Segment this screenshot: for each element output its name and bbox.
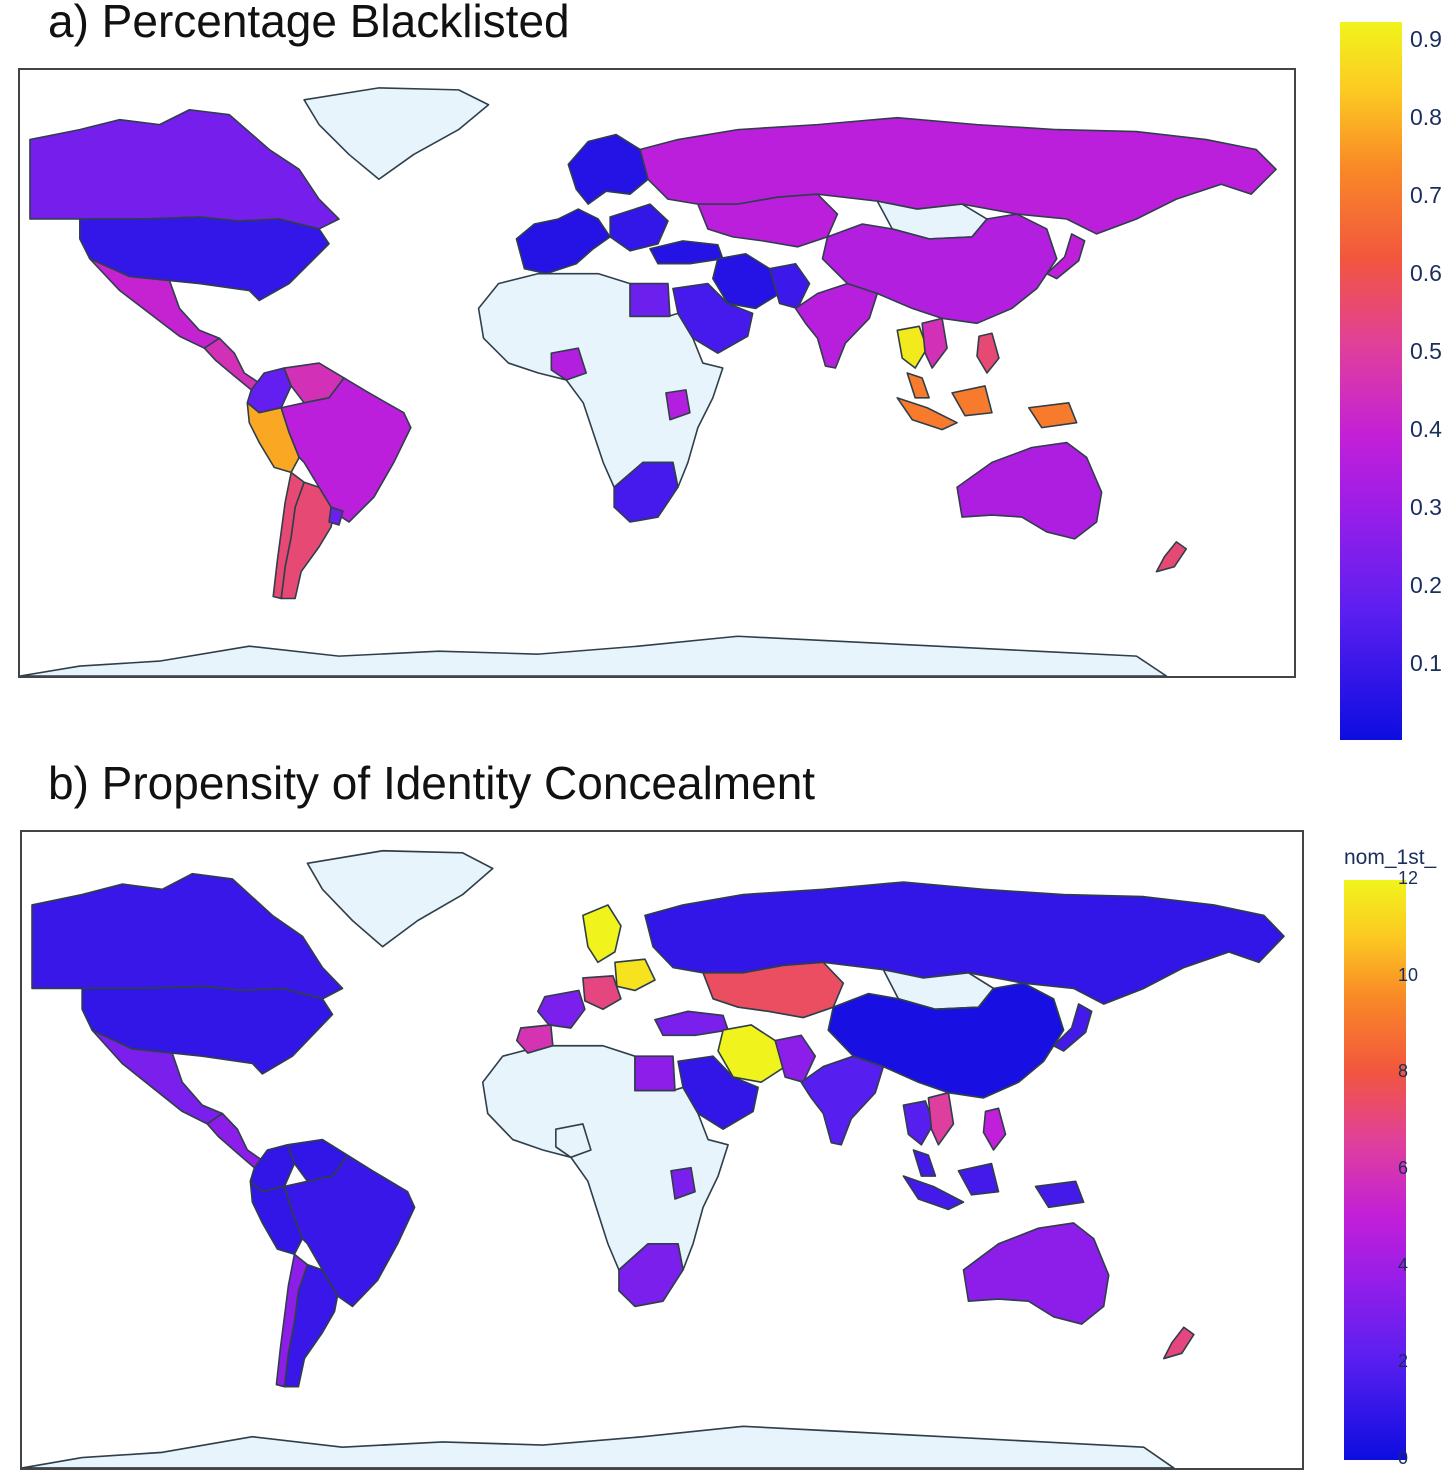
cbar-a-tick-1: 0.2 [1410, 571, 1442, 598]
map-a-country-philippines[interactable] [976, 332, 1000, 374]
colorbar-b-title: nom_1st_ [1344, 846, 1437, 869]
world-map-a [20, 87, 1277, 676]
map-a-country-iran[interactable] [712, 252, 781, 310]
cbar-a-tick-6: 0.7 [1410, 181, 1442, 208]
map-a-country-turkey[interactable] [649, 240, 724, 265]
map-b-country-peru[interactable] [249, 1180, 304, 1256]
map-a-country-uruguay[interactable] [328, 506, 344, 526]
map-a-country-thailand[interactable] [896, 325, 928, 369]
map-a-country-chile[interactable] [272, 471, 305, 600]
map-a-country-central-america[interactable] [203, 337, 261, 391]
map-b-country-india[interactable] [800, 1055, 885, 1146]
map-a-country-malaysia[interactable] [906, 372, 930, 399]
map-b-country-kenya[interactable] [670, 1166, 696, 1200]
cbar-b-tick-4: 8 [1398, 1061, 1409, 1082]
map-b-country-indonesia[interactable] [902, 1162, 1085, 1211]
map-b-country-malaysia[interactable] [912, 1149, 937, 1177]
map-a-country-japan[interactable] [1045, 233, 1086, 280]
map-b-country-turkey[interactable] [654, 1010, 729, 1037]
map-panel-a[interactable] [18, 68, 1296, 678]
map-a-country-eastern-europe[interactable] [609, 203, 669, 252]
cbar-a-tick-2: 0.3 [1410, 493, 1442, 520]
map-b-country-iran[interactable] [717, 1024, 786, 1084]
map-b-country-new-zealand[interactable] [1162, 1326, 1195, 1360]
map-a-country-nigeria[interactable] [550, 347, 588, 381]
cbar-b-tick-3: 6 [1398, 1158, 1409, 1178]
cbar-a-tick-5: 0.6 [1410, 259, 1442, 286]
map-a-region-antarctica [20, 635, 1168, 676]
map-b-country-japan[interactable] [1052, 1003, 1093, 1052]
map-b-country-spain[interactable] [515, 1024, 554, 1054]
map-b-country-colombia[interactable] [249, 1143, 296, 1193]
map-b-country-poland[interactable] [614, 958, 656, 992]
map-b-country-thailand[interactable] [902, 1100, 935, 1146]
cbar-b-tick-2: 4 [1398, 1254, 1409, 1275]
map-a-country-new-zealand[interactable] [1155, 541, 1188, 573]
map-a-country-brazil[interactable] [280, 377, 412, 523]
map-b-country-chile[interactable] [275, 1253, 309, 1388]
panel-a-title: a) Percentage Blacklisted [48, 0, 570, 47]
map-a-country-peru[interactable] [246, 402, 300, 474]
map-b-country-brazil[interactable] [283, 1154, 416, 1308]
map-b-country-nigeria[interactable] [555, 1123, 592, 1159]
world-map-b [22, 849, 1285, 1468]
map-b-country-central-america[interactable] [206, 1112, 264, 1169]
cbar-a-tick-8: 0.9 [1410, 25, 1442, 52]
map-b-country-vietnam[interactable] [927, 1091, 955, 1146]
map-a-country-canada[interactable] [29, 108, 340, 230]
map-b-country-france[interactable] [537, 989, 586, 1029]
map-a-country-pakistan[interactable] [768, 262, 811, 310]
colorbar-a-gradient [1340, 22, 1402, 740]
map-b-country-australia[interactable] [962, 1222, 1110, 1325]
panel-b-title: b) Propensity of Identity Concealment [48, 757, 816, 809]
map-a-country-south-africa[interactable] [613, 461, 679, 523]
map-a-country-australia[interactable] [956, 441, 1103, 540]
cbar-b-tick-1: 2 [1398, 1351, 1409, 1372]
map-b-country-greenland[interactable] [306, 849, 494, 948]
map-a-country-greenland[interactable] [303, 87, 490, 181]
colorbar-b-gradient [1344, 880, 1406, 1460]
map-b-country-germany[interactable] [582, 975, 622, 1011]
map-a-country-scandinavia[interactable] [567, 133, 649, 205]
cbar-b-tick-0: 0 [1398, 1448, 1409, 1468]
map-b-country-philippines[interactable] [982, 1107, 1007, 1151]
cbar-a-tick-7: 0.8 [1410, 103, 1442, 130]
map-b-country-sweden[interactable] [582, 904, 622, 964]
cbar-b-tick-6: 12 [1398, 868, 1419, 888]
cbar-a-tick-3: 0.4 [1410, 415, 1442, 442]
map-a-country-india[interactable] [794, 282, 879, 369]
map-a-country-kenya[interactable] [665, 389, 691, 421]
map-b-country-saudi-arabia[interactable] [677, 1055, 759, 1130]
map-b-country-egypt[interactable] [634, 1055, 676, 1092]
cbar-b-tick-5: 10 [1398, 964, 1419, 985]
cbar-a-tick-0: 0.1 [1410, 649, 1442, 676]
map-a-country-western-europe[interactable] [515, 208, 611, 275]
map-a-country-egypt[interactable] [629, 282, 671, 318]
map-a-country-indonesia[interactable] [896, 385, 1078, 431]
map-a-country-saudi-arabia[interactable] [672, 282, 754, 354]
cbar-a-tick-4: 0.5 [1410, 337, 1442, 364]
map-b-country-south-africa[interactable] [618, 1243, 684, 1308]
map-panel-b[interactable] [20, 830, 1304, 1470]
map-b-country-canada[interactable] [31, 872, 344, 1000]
map-b-region-antarctica [22, 1425, 1175, 1468]
map-a-country-vietnam[interactable] [921, 317, 948, 369]
map-b-country-pakistan[interactable] [774, 1034, 817, 1084]
map-a-country-colombia[interactable] [246, 367, 292, 414]
